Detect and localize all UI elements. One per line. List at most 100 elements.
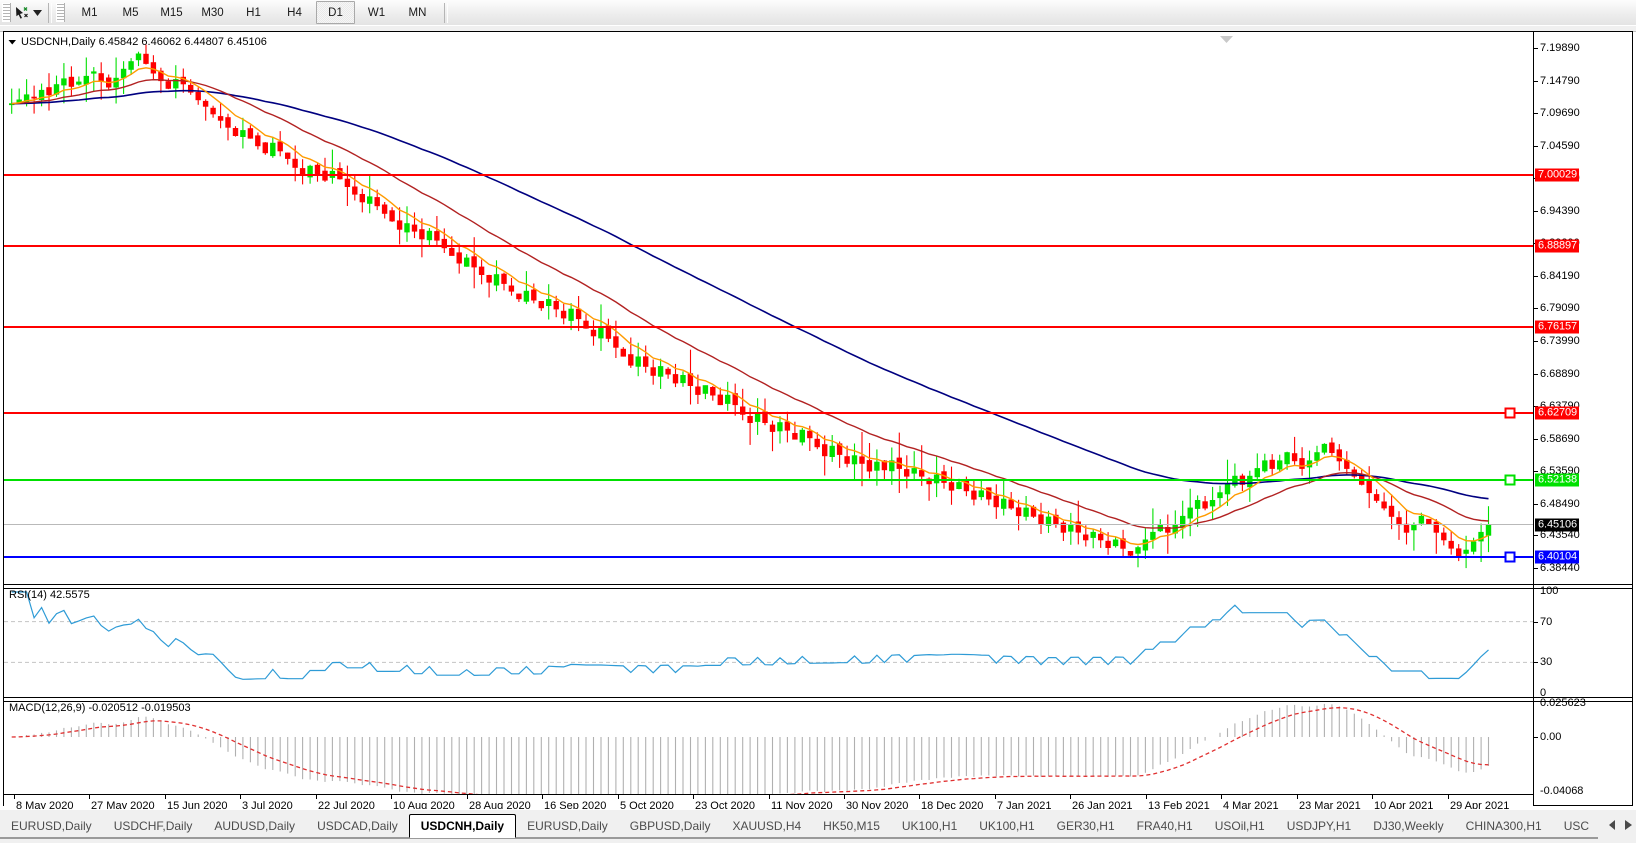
macd-pane[interactable]: MACD(12,26,9) -0.020512 -0.019503 xyxy=(4,700,1632,794)
price-tag-last-price[interactable]: 6.45106 xyxy=(1535,518,1580,532)
chart-symbol-ohlc-text: USDCNH,Daily 6.45842 6.46062 6.44807 6.4… xyxy=(21,35,267,48)
chart-tabs[interactable]: EURUSD,Daily USDCHF,Daily AUDUSD,Daily USDC… xyxy=(0,814,1598,839)
chart-tab-usdcnh-daily[interactable]: USDCNH,Daily xyxy=(408,814,517,838)
price-tag-resistance-3[interactable]: 6.76157 xyxy=(1535,320,1580,334)
rsi-tick-label: 70 xyxy=(1540,615,1553,628)
time-tick xyxy=(618,795,619,799)
chart-tab-hk50-m15[interactable]: HK50,M15 xyxy=(812,814,891,838)
chart-canvas[interactable]: USDCNH,Daily 6.45842 6.46062 6.44807 6.4… xyxy=(3,31,1633,817)
macd-signal-line xyxy=(11,707,1489,794)
macd-tick-label: -0.04068 xyxy=(1540,785,1584,797)
price-tag-resistance-1[interactable]: 7.00029 xyxy=(1535,168,1580,182)
chart-tab-usdcad-daily[interactable]: USDCAD,Daily xyxy=(306,814,409,838)
price-tick xyxy=(1534,275,1538,277)
level-line-resistance-4[interactable] xyxy=(4,411,1533,414)
level-line-resistance-3[interactable] xyxy=(4,326,1533,329)
pane-separator-rsi[interactable] xyxy=(4,584,1632,589)
time-tick xyxy=(165,795,166,799)
toolbar-separator xyxy=(48,2,52,23)
level-line-resistance-2[interactable] xyxy=(4,244,1533,247)
chart-tab-usdjpy-h1[interactable]: USDJPY,H1 xyxy=(1275,814,1363,838)
price-tag-support-1[interactable]: 6.52138 xyxy=(1535,473,1580,487)
price-tag-resistance-4[interactable]: 6.62709 xyxy=(1535,406,1580,420)
price-tick xyxy=(1534,48,1538,50)
price-tick-label: 6.38440 xyxy=(1540,561,1580,574)
triangle-down-icon[interactable] xyxy=(8,37,17,46)
level-line-support-1[interactable] xyxy=(4,479,1533,482)
price-candlestick-plot xyxy=(9,44,1492,569)
chart-tab-eurusd-daily[interactable]: EURUSD,Daily xyxy=(516,814,619,838)
timeframe-h1[interactable]: H1 xyxy=(246,6,261,19)
macd-label: MACD(12,26,9) -0.020512 -0.019503 xyxy=(9,702,191,714)
chart-tab-dj30-weekly[interactable]: DJ30,Weekly xyxy=(1362,814,1455,838)
price-tag-resistance-2[interactable]: 6.88897 xyxy=(1535,239,1580,253)
price-tick-label: 6.79090 xyxy=(1540,302,1580,315)
chart-tab-china300-h1[interactable]: CHINA300,H1 xyxy=(1454,814,1553,838)
timeframe-d1[interactable]: D1 xyxy=(316,1,355,24)
level-line-resistance-1[interactable] xyxy=(4,173,1533,176)
rsi-pane[interactable]: RSI(14) 42.5575 xyxy=(4,587,1632,697)
chart-tab-fra40-h1[interactable]: FRA40,H1 xyxy=(1125,814,1204,838)
price-tick-label: 7.19890 xyxy=(1540,42,1580,55)
time-tick xyxy=(467,795,468,799)
price-tick-label: 6.73990 xyxy=(1540,335,1580,347)
chevron-left-icon[interactable] xyxy=(1609,819,1616,833)
timeframe-toolbar: M1 M5 M15 M30 H1 H4 D1 W1 MN xyxy=(0,0,1636,26)
macd-tick-label: 0.00 xyxy=(1540,731,1562,743)
chart-tab-usc[interactable]: USC xyxy=(1552,814,1598,838)
timeframe-h4[interactable]: H4 xyxy=(287,6,302,19)
chart-tab-gbpusd-daily[interactable]: GBPUSD,Daily xyxy=(618,814,722,838)
timeframe-m15[interactable]: M15 xyxy=(160,6,183,19)
chart-tab-usdchf-daily[interactable]: USDCHF,Daily xyxy=(102,814,204,838)
chart-tab-eurusd-daily[interactable]: EURUSD,Daily xyxy=(0,814,103,838)
time-tick xyxy=(391,795,392,799)
level-handle-support-2[interactable] xyxy=(1504,551,1516,563)
rsi-label: RSI(14) 42.5575 xyxy=(9,589,90,601)
price-tick-label: 6.68890 xyxy=(1540,367,1580,380)
chevron-down-icon[interactable] xyxy=(31,2,44,23)
price-scale[interactable]: 7.198907.147907.096907.045906.994906.943… xyxy=(1533,32,1632,805)
macd-tick xyxy=(1534,737,1538,738)
chart-tab-xauusd-h4[interactable]: XAUUSD,H4 xyxy=(721,814,813,838)
timeframe-m1[interactable]: M1 xyxy=(81,6,98,19)
level-line-last-price[interactable] xyxy=(4,524,1533,526)
price-tick xyxy=(1534,373,1538,375)
timeframe-mn[interactable]: MN xyxy=(408,6,427,19)
chart-tab-usoil-h1[interactable]: USOil,H1 xyxy=(1203,814,1276,838)
price-pane[interactable] xyxy=(4,32,1632,584)
macd-histogram xyxy=(18,703,1490,794)
price-tick xyxy=(1534,145,1538,147)
time-tick xyxy=(995,795,996,799)
crosshair-cursor-icon[interactable] xyxy=(11,2,31,23)
price-tick-label: 7.04590 xyxy=(1540,139,1580,152)
toolbar-grip[interactable] xyxy=(2,3,11,22)
chart-tab-bar: EURUSD,Daily USDCHF,Daily AUDUSD,Daily USDC… xyxy=(0,809,1636,843)
chart-tab-audusd-daily[interactable]: AUDUSD,Daily xyxy=(203,814,307,838)
chart-tab-ger30-h1[interactable]: GER30,H1 xyxy=(1045,814,1126,838)
price-tick xyxy=(1534,80,1538,82)
pane-separator-macd[interactable] xyxy=(4,697,1632,702)
price-tick xyxy=(1534,308,1538,310)
timeframe-m30[interactable]: M30 xyxy=(201,6,224,19)
chevron-right-icon[interactable] xyxy=(1625,819,1632,833)
level-handle-resistance-4[interactable] xyxy=(1504,407,1516,419)
timeframe-m5[interactable]: M5 xyxy=(122,6,139,19)
rsi-tick-label: 100 xyxy=(1540,585,1559,597)
time-tick xyxy=(542,795,543,799)
price-tick-label: 6.43540 xyxy=(1540,529,1580,542)
chart-tab-uk100-h1[interactable]: UK100,H1 xyxy=(890,814,969,838)
timeframe-w1[interactable]: W1 xyxy=(367,6,386,19)
tab-scroll-controls xyxy=(1603,814,1632,838)
chart-tab-uk100-h1[interactable]: UK100,H1 xyxy=(968,814,1046,838)
time-tick xyxy=(1297,795,1298,799)
time-tick xyxy=(844,795,845,799)
timeframe-group-grip[interactable] xyxy=(56,3,65,22)
chart-shift-marker-icon[interactable] xyxy=(1220,34,1233,46)
price-tag-support-2[interactable]: 6.40104 xyxy=(1535,550,1580,564)
level-line-support-2[interactable] xyxy=(4,556,1533,559)
rsi-tick xyxy=(1534,621,1538,623)
level-handle-support-1[interactable] xyxy=(1504,474,1516,486)
time-tick xyxy=(769,795,770,799)
time-tick xyxy=(919,795,920,799)
